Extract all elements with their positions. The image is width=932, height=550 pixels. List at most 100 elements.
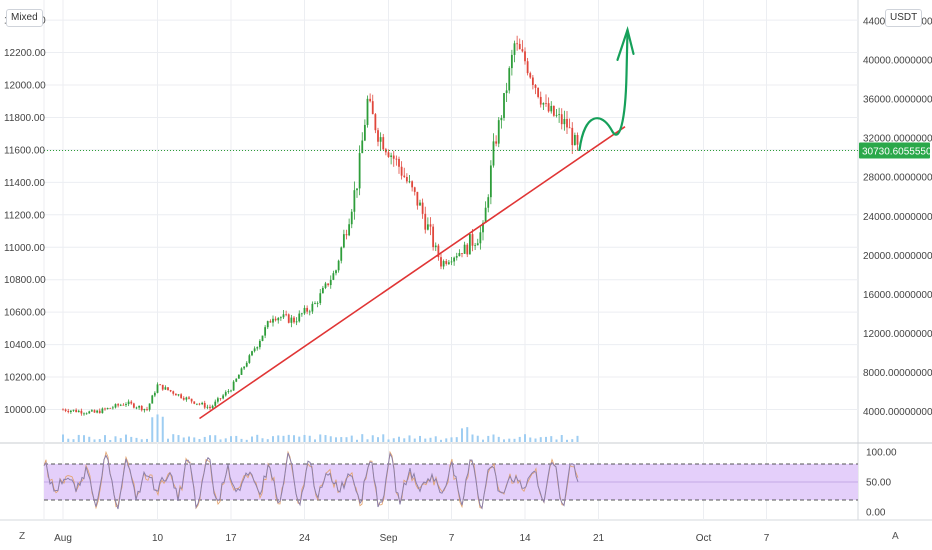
candle	[264, 325, 267, 339]
volume-bar	[251, 436, 253, 442]
volume-bar	[266, 439, 269, 442]
candle	[106, 407, 109, 410]
right-axis-tick-0: 4000.00000000	[863, 407, 932, 418]
candle	[319, 289, 322, 306]
candle	[188, 395, 190, 400]
volume-bar	[161, 416, 164, 442]
candle	[256, 346, 259, 351]
time-axis-tick-3: 24	[299, 533, 311, 544]
candle	[274, 316, 277, 322]
candle	[566, 111, 568, 135]
volume-bar	[293, 435, 295, 442]
candle	[174, 393, 177, 396]
left-axis-tick-4: 10800.00	[4, 275, 46, 286]
candle	[69, 410, 72, 414]
left-axis-tick-5: 11000.00	[4, 243, 45, 254]
volume-bar	[277, 435, 280, 442]
volume-bar	[298, 436, 301, 442]
candle	[235, 378, 238, 383]
rsi-line	[43, 450, 579, 510]
candle	[419, 199, 421, 206]
volume-bar	[109, 439, 112, 442]
candle	[545, 94, 547, 107]
volume-bar	[67, 438, 70, 442]
candle	[474, 242, 477, 251]
volume-bar	[429, 437, 432, 442]
trendline[interactable]	[199, 126, 626, 420]
volume-bar	[492, 434, 495, 442]
volume-bar	[146, 438, 148, 442]
candle	[432, 223, 435, 251]
candle	[77, 409, 80, 413]
right-axis-tick-1: 8000.00000000	[863, 368, 932, 379]
candle	[269, 319, 272, 323]
candle	[83, 412, 85, 416]
volume-bar	[461, 428, 463, 442]
candle	[524, 47, 526, 65]
candle	[96, 409, 99, 414]
time-axis-tick-0: Aug	[54, 533, 72, 544]
volume-bar	[560, 435, 563, 442]
candle	[72, 409, 75, 412]
candle	[531, 75, 534, 90]
volume-bar	[476, 435, 479, 442]
candle	[117, 403, 120, 408]
zoom-reset-button[interactable]: Z	[19, 531, 26, 542]
candle	[248, 353, 251, 364]
time-axis-tick-5: 7	[449, 533, 455, 544]
volume-bar	[566, 439, 568, 442]
candle	[93, 409, 96, 413]
candle	[261, 335, 264, 342]
scale-mode-button[interactable]: Mixed	[6, 9, 43, 27]
candle	[98, 408, 101, 414]
volume-bar	[419, 435, 421, 442]
rsi-band	[44, 463, 858, 501]
volume-bar	[245, 439, 248, 442]
volume-bar	[203, 436, 206, 442]
candle	[411, 180, 414, 192]
currency-button[interactable]: USDT	[885, 9, 923, 27]
candle	[518, 38, 521, 50]
auto-scale-button[interactable]: A	[892, 531, 899, 542]
volume-bar	[261, 438, 264, 442]
right-price-axis[interactable]: 4000.00000000 8000.00000000 12000.00000000…	[859, 17, 932, 419]
candle	[479, 225, 482, 250]
rsi-axis-tick-0: 100.00	[866, 448, 897, 459]
volume-bar	[529, 437, 532, 442]
volume-bar	[471, 434, 474, 442]
time-axis-tick-8: Oct	[696, 533, 712, 544]
candle	[424, 206, 427, 234]
volume-bar	[361, 434, 364, 442]
candle	[230, 389, 232, 393]
volume-bar	[151, 417, 154, 442]
projection-arrow[interactable]	[578, 28, 629, 151]
current-price-label: 30730.60555506	[862, 147, 932, 158]
volume-bar	[230, 436, 232, 442]
volume-bar	[555, 439, 558, 442]
volume-bar	[356, 439, 358, 442]
candle	[146, 406, 148, 412]
volume-bar	[329, 436, 332, 442]
volume-bar	[424, 438, 427, 442]
candle	[282, 310, 285, 320]
left-axis-tick-2: 10400.00	[4, 340, 46, 351]
candle	[104, 407, 106, 411]
volume-bar	[440, 439, 442, 442]
candle	[340, 246, 343, 264]
time-axis[interactable]: Aug 10 17 24 Sep 7 14 21 Oct 7	[54, 533, 770, 544]
volume-bar	[282, 435, 285, 442]
volume-bar	[508, 438, 511, 442]
volume-bar	[114, 436, 117, 442]
candle	[64, 408, 67, 413]
candle	[487, 194, 490, 213]
volume-bar	[119, 438, 122, 442]
candle	[109, 407, 112, 409]
candle	[101, 407, 104, 414]
rsi-axis-tick-1: 50.00	[866, 478, 891, 489]
volume-bar	[408, 435, 411, 442]
volume-bar	[224, 438, 227, 442]
candle	[329, 275, 332, 289]
time-axis-tick-4: Sep	[380, 533, 398, 544]
candle	[298, 310, 301, 323]
right-axis-tick-8: 36000.00000000	[863, 95, 932, 106]
